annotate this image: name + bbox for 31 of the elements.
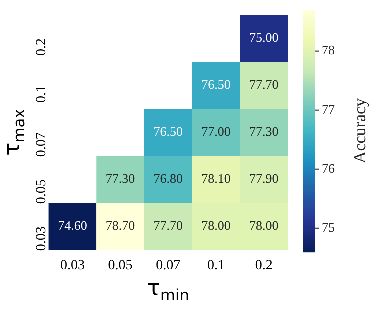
color-bar-title: Accuracy (350, 98, 370, 164)
y-tick-label: 0.07 (34, 132, 50, 158)
x-tick-label: 0.07 (156, 258, 181, 274)
data-label: 78.10 (202, 171, 231, 186)
data-label: 77.70 (154, 218, 184, 234)
y-axis-title: τmax (0, 109, 29, 156)
data-label: 76.50 (154, 124, 184, 140)
color-bar-label: 78 (322, 42, 335, 58)
data-label: 78.00 (202, 218, 231, 234)
y-tick-label: 0.1 (34, 86, 50, 104)
y-tick-label: 0.2 (34, 38, 50, 56)
data-label: 78.70 (106, 218, 136, 234)
y-tick-label: 0.05 (34, 180, 50, 204)
color-bar-label: 75 (322, 220, 335, 235)
data-label: 74.60 (58, 218, 88, 234)
x-tick-label: 0.1 (207, 258, 225, 274)
data-label: 75.00 (249, 30, 279, 45)
data-label: 77.30 (249, 124, 279, 140)
data-label: 78.00 (249, 218, 279, 234)
data-label: 77.90 (249, 171, 279, 186)
y-tick-label: 0.03 (34, 226, 50, 252)
x-tick-label: 0.03 (60, 258, 85, 274)
data-label: 77.30 (106, 171, 136, 186)
data-label: 77.00 (202, 124, 231, 140)
x-tick-label: 0.2 (255, 258, 273, 274)
data-label: 76.50 (202, 76, 231, 92)
color-bar-label: 77 (322, 102, 336, 117)
x-tick-label: 0.05 (108, 258, 133, 274)
color-bar-label: 76 (322, 160, 336, 176)
data-label: 77.70 (249, 76, 279, 92)
data-label: 76.80 (154, 171, 184, 186)
